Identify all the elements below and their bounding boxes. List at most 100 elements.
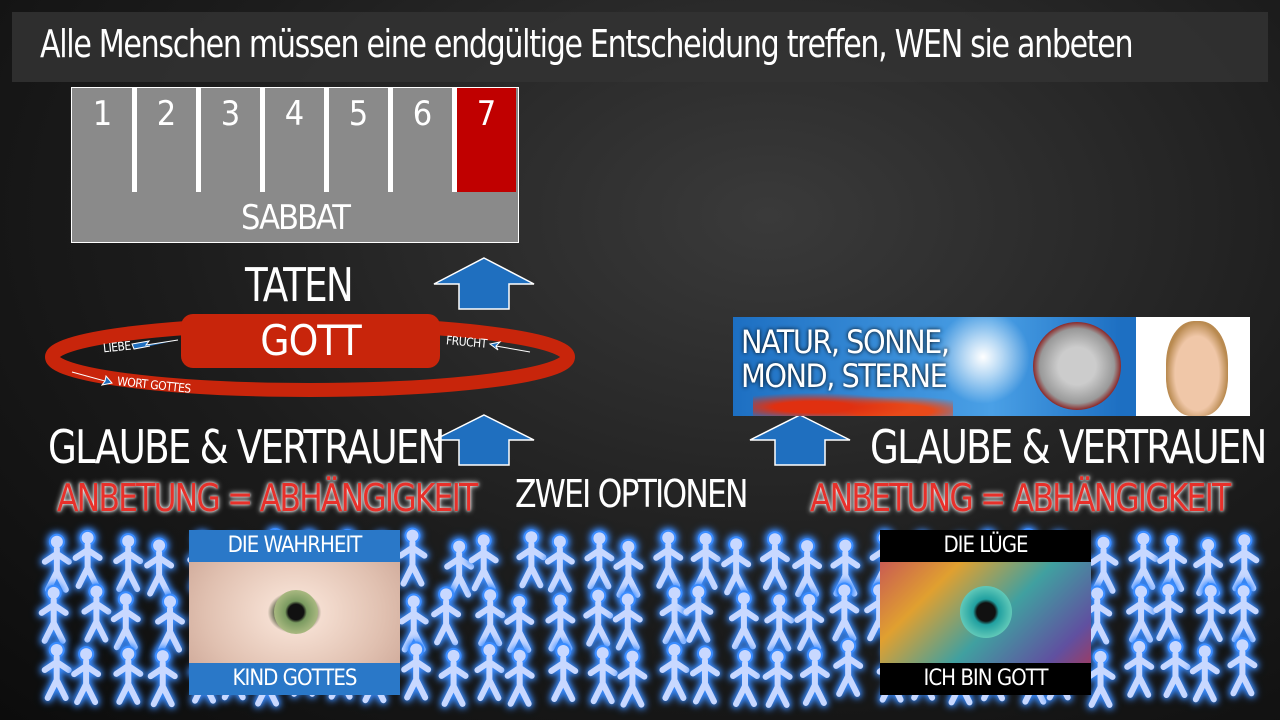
- person-icon: [1228, 583, 1259, 643]
- person-icon: [548, 642, 579, 702]
- nature-image: NATUR, SONNE, MOND, STERNE: [733, 317, 1250, 416]
- nature-text-line2: MOND, STERNE: [741, 357, 948, 395]
- person-icon: [1124, 638, 1155, 698]
- day-separator: [452, 88, 457, 192]
- person-icon: [1227, 637, 1258, 697]
- person-icon: [759, 531, 790, 591]
- nature-text-line1: NATUR, SONNE,: [741, 323, 950, 361]
- person-icon: [1193, 537, 1224, 597]
- person-icon: [81, 583, 112, 643]
- person-icon: [659, 585, 690, 645]
- person-icon: [653, 529, 684, 589]
- poppies: [753, 387, 953, 416]
- person-photo: [1136, 317, 1250, 416]
- person-icon: [545, 592, 576, 652]
- sabbath-label: SABBAT: [241, 198, 351, 238]
- person-icon: [397, 527, 428, 587]
- person-icon: [504, 647, 535, 707]
- day-separator: [196, 88, 201, 192]
- day-6: 6: [412, 94, 433, 134]
- person-icon: [504, 593, 535, 653]
- left-faith-label: GLAUBE & VERTRAUEN: [48, 420, 445, 474]
- person-icon: [544, 533, 575, 593]
- right-faith-label: GLAUBE & VERTRAUEN: [870, 420, 1267, 474]
- day-4: 4: [284, 94, 305, 134]
- person-icon: [1128, 530, 1159, 590]
- child-of-god-label: KIND GOTTES: [189, 663, 400, 695]
- person-icon: [71, 646, 102, 706]
- person-icon: [398, 593, 429, 653]
- person-icon: [110, 591, 141, 651]
- person-icon: [721, 536, 752, 596]
- person-icon: [401, 641, 432, 701]
- person-icon: [612, 591, 643, 651]
- person-icon: [1160, 639, 1191, 699]
- person-icon: [1082, 585, 1113, 645]
- day-separator: [132, 88, 137, 192]
- left-arrow-icon: [131, 339, 179, 350]
- person-icon: [830, 537, 861, 597]
- lie-label: DIE LÜGE: [880, 530, 1091, 562]
- day-separator: [260, 88, 265, 192]
- deeds-label: TATEN: [245, 258, 354, 312]
- day-1: 1: [92, 94, 113, 134]
- person-icon: [829, 582, 860, 642]
- person-icon: [431, 586, 462, 646]
- i-am-god-label: ICH BIN GOTT: [880, 663, 1091, 695]
- person-icon: [475, 587, 506, 647]
- up-arrow-icon: [433, 257, 535, 310]
- person-icon: [147, 648, 178, 708]
- slide-title: Alle Menschen müssen eine endgültige Ent…: [40, 22, 1134, 66]
- person-icon: [764, 592, 795, 652]
- person-icon: [1195, 583, 1226, 643]
- person-icon: [730, 647, 761, 707]
- day-2: 2: [156, 94, 177, 134]
- day-3: 3: [220, 94, 241, 134]
- person-icon: [1085, 648, 1116, 708]
- day-5: 5: [348, 94, 369, 134]
- person-icon: [1229, 532, 1260, 592]
- person-icon: [155, 593, 186, 653]
- person-icon: [72, 529, 103, 589]
- person-icon: [584, 530, 615, 590]
- person-icon: [38, 584, 69, 644]
- god-box: GOTT: [181, 314, 440, 368]
- day-separator: [324, 88, 329, 192]
- person-icon: [617, 648, 648, 708]
- person-icon: [113, 533, 144, 593]
- person-icon: [583, 587, 614, 647]
- virus-icon: [1033, 322, 1121, 410]
- person-icon: [728, 590, 759, 650]
- person-icon: [41, 641, 72, 701]
- person-icon: [683, 583, 714, 643]
- person-icon: [468, 532, 499, 592]
- person-icon: [689, 645, 720, 705]
- person-icon: [794, 591, 825, 651]
- left-worship-label: ANBETUNG = ABHÄNGIGKEIT: [57, 476, 478, 520]
- person-icon: [1153, 582, 1184, 642]
- right-arrow-icon: [71, 371, 113, 386]
- person-icon: [474, 642, 505, 702]
- up-arrow-icon: [433, 414, 535, 466]
- title-bar: [12, 12, 1268, 82]
- person-icon: [41, 533, 72, 593]
- lie-panel: DIE LÜGE ICH BIN GOTT: [880, 530, 1091, 695]
- left-arrow-icon: [488, 341, 531, 353]
- person-icon: [587, 645, 618, 705]
- person-icon: [690, 530, 721, 590]
- truth-panel: DIE WAHRHEIT KIND GOTTES: [189, 530, 400, 695]
- up-arrow-icon: [749, 414, 851, 466]
- person-icon: [516, 529, 547, 589]
- person-icon: [1088, 534, 1119, 594]
- person-icon: [1126, 583, 1157, 643]
- person-icon: [792, 538, 823, 598]
- person-icon: [1157, 532, 1188, 592]
- two-options-label: ZWEI OPTIONEN: [515, 472, 749, 516]
- truth-label: DIE WAHRHEIT: [189, 530, 400, 562]
- person-icon: [799, 646, 830, 706]
- eye-icon: [960, 586, 1012, 638]
- right-worship-label: ANBETUNG = ABHÄNGIGKEIT: [810, 476, 1231, 520]
- person-icon: [762, 648, 793, 708]
- person-icon: [833, 637, 864, 697]
